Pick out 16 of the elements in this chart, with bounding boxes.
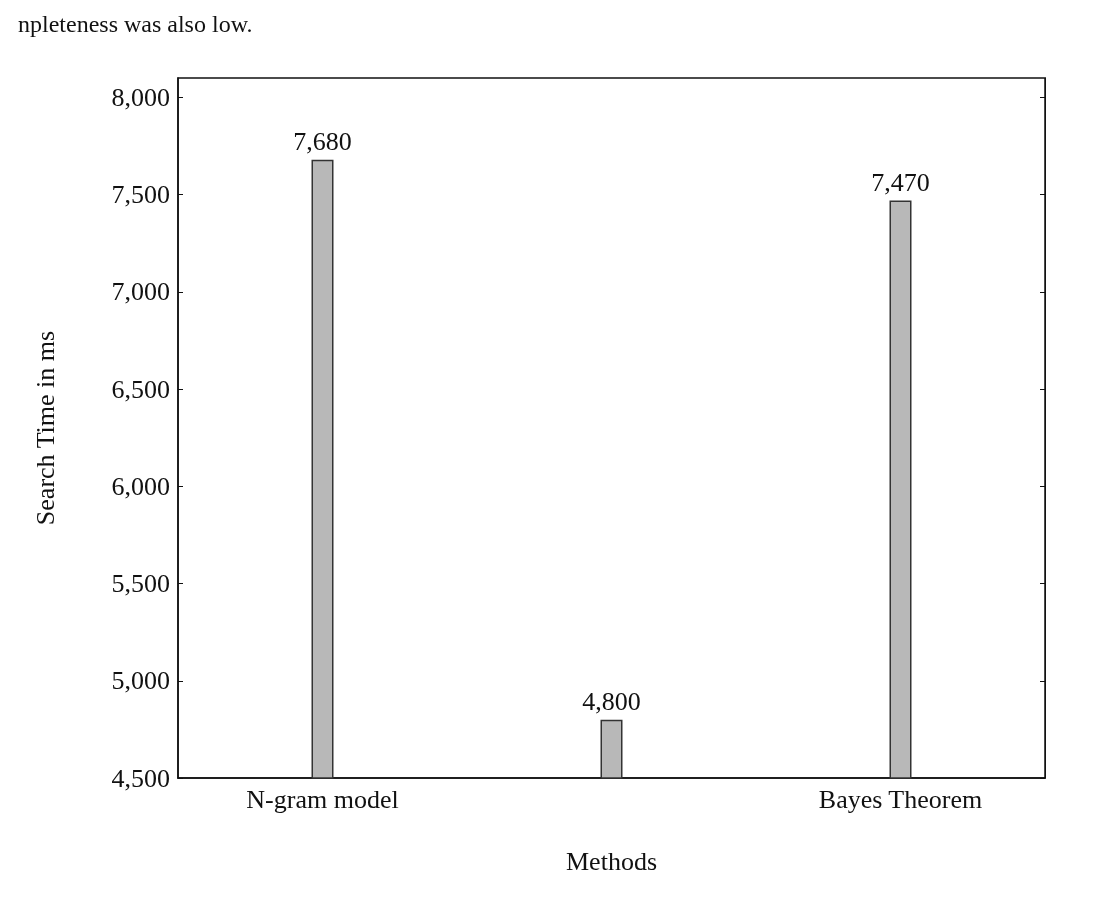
x-tick-label: Bayes Theorem bbox=[818, 784, 983, 814]
y-tick-label: 7,000 bbox=[111, 277, 170, 307]
y-tick-label: 6,500 bbox=[111, 374, 170, 404]
y-tick-label: 5,000 bbox=[111, 666, 170, 696]
y-tick-label: 7,500 bbox=[111, 180, 170, 210]
y-axis-title: Search Time in ms bbox=[30, 330, 60, 526]
y-tick-label: 5,500 bbox=[111, 569, 170, 599]
y-tick-label: 4,500 bbox=[111, 763, 170, 793]
y-tick-label: 6,000 bbox=[111, 471, 170, 501]
y-tick-label: 8,000 bbox=[111, 82, 170, 112]
text: npleteness was also low. bbox=[18, 11, 253, 37]
data-label: 7,680 bbox=[293, 127, 352, 157]
x-tick-label: N-gram model bbox=[246, 784, 399, 814]
data-label: 4,800 bbox=[582, 687, 641, 717]
x-axis-title: Methods bbox=[566, 846, 657, 876]
data-label: 7,470 bbox=[871, 168, 930, 197]
